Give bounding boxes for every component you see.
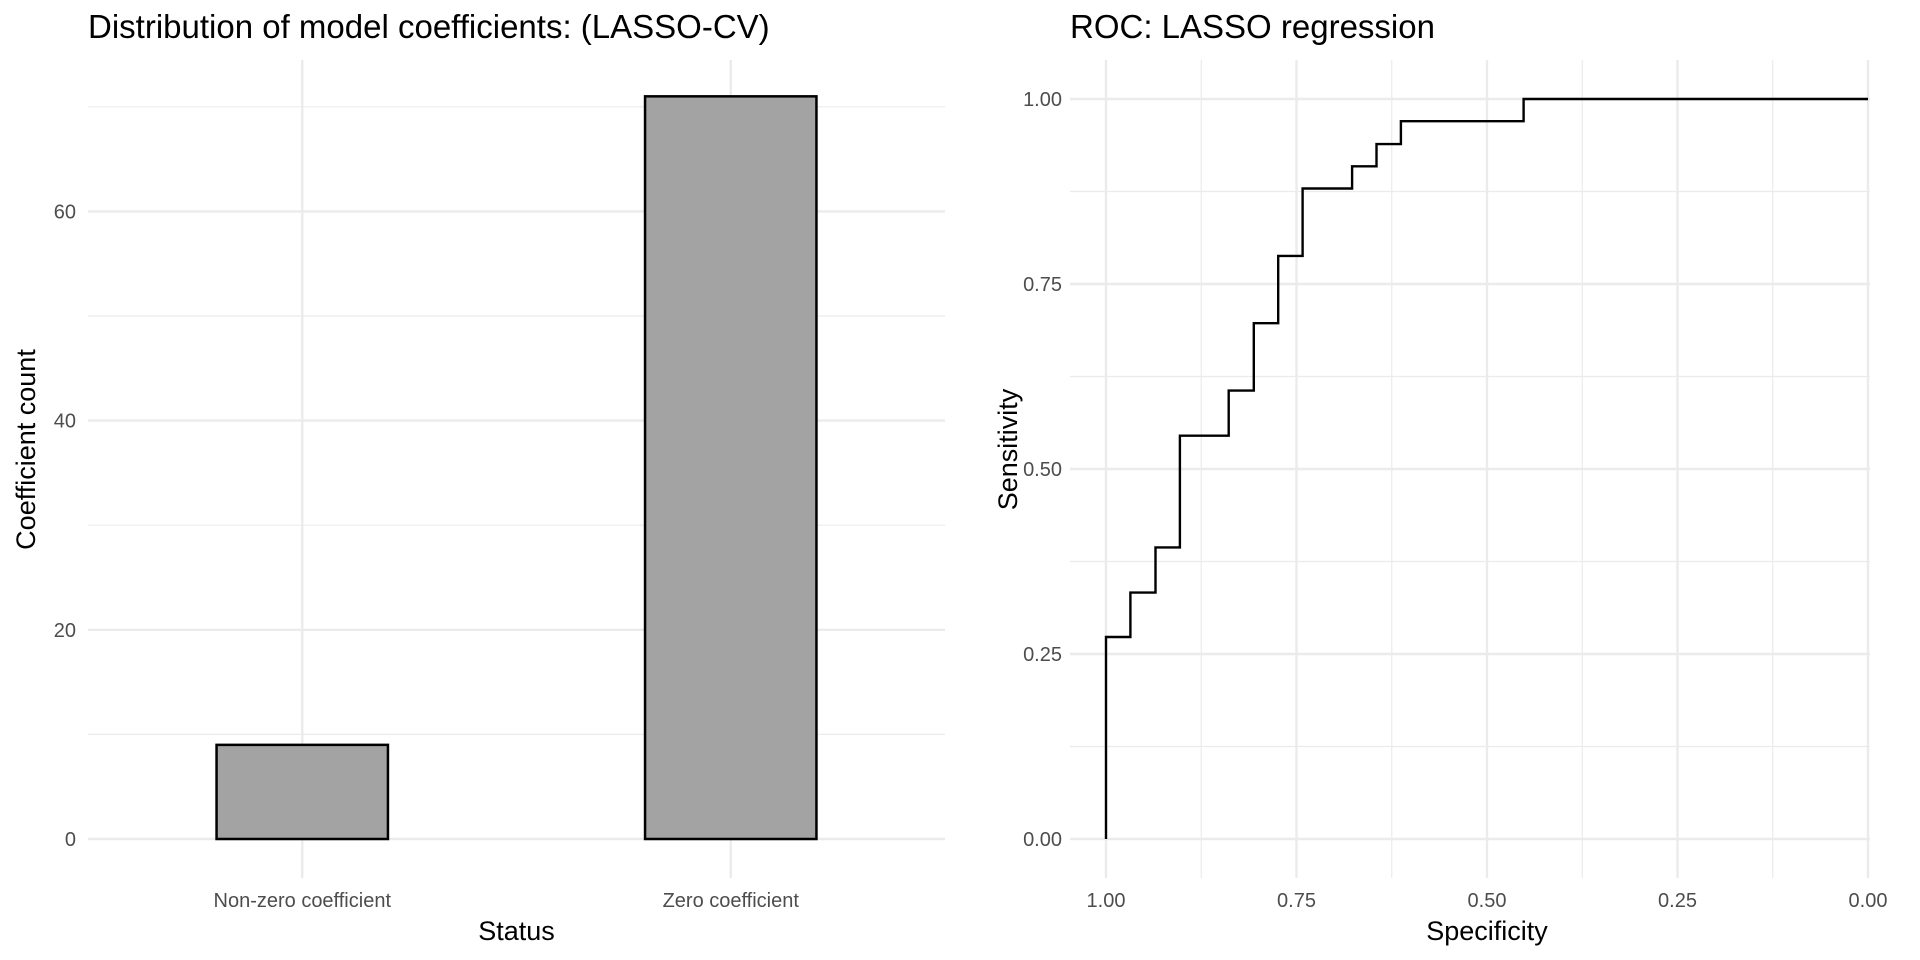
y-tick-label: 0.25 — [1023, 644, 1062, 666]
roc-chart-panel: ROC: LASSO regression 0.00 0.25 0.50 0.75 1.… — [960, 0, 1920, 960]
roc-curve-line — [1104, 97, 1868, 839]
x-axis-title: Specificity — [1426, 916, 1548, 946]
y-axis-title: Sensitivity — [993, 388, 1023, 510]
x-tick-label: 1.00 — [1087, 890, 1126, 912]
y-tick-label: 0.50 — [1023, 459, 1062, 481]
bar-chart-panel: Distribution of model coefficients: (LAS… — [11, 8, 945, 946]
y-axis-title: Coefficient count — [11, 349, 41, 550]
x-tick-label: 0.00 — [1849, 890, 1888, 912]
x-tick-label: Zero coefficient — [663, 890, 800, 912]
x-tick-label: 0.75 — [1277, 890, 1316, 912]
y-tick-label: 0.75 — [1023, 274, 1062, 296]
roc-chart-title: ROC: LASSO regression — [1070, 8, 1435, 45]
bar-chart-svg: 0 20 40 60 Non-zero coefficient Zero coeffici… — [11, 60, 945, 946]
bar-chart-title: Distribution of model coefficients: (LAS… — [88, 8, 770, 45]
bar — [215, 743, 390, 841]
x-axis-title: Status — [478, 916, 555, 946]
y-tick-label: 1.00 — [1023, 89, 1062, 111]
bar — [643, 95, 818, 841]
y-tick-label: 60 — [54, 201, 76, 223]
x-tick-label: 0.50 — [1468, 890, 1507, 912]
y-tick-label: 0 — [65, 829, 76, 851]
y-tick-label: 0.00 — [1023, 829, 1062, 851]
x-tick-label: 0.25 — [1658, 890, 1697, 912]
y-tick-label: 40 — [54, 411, 76, 433]
roc-chart-svg: 0.00 0.25 0.50 0.75 1.00 1.00 0.75 0.50 0.25 0.00… — [993, 60, 1888, 946]
x-tick-label: Non-zero coefficient — [214, 890, 392, 912]
y-tick-label: 20 — [54, 620, 76, 642]
